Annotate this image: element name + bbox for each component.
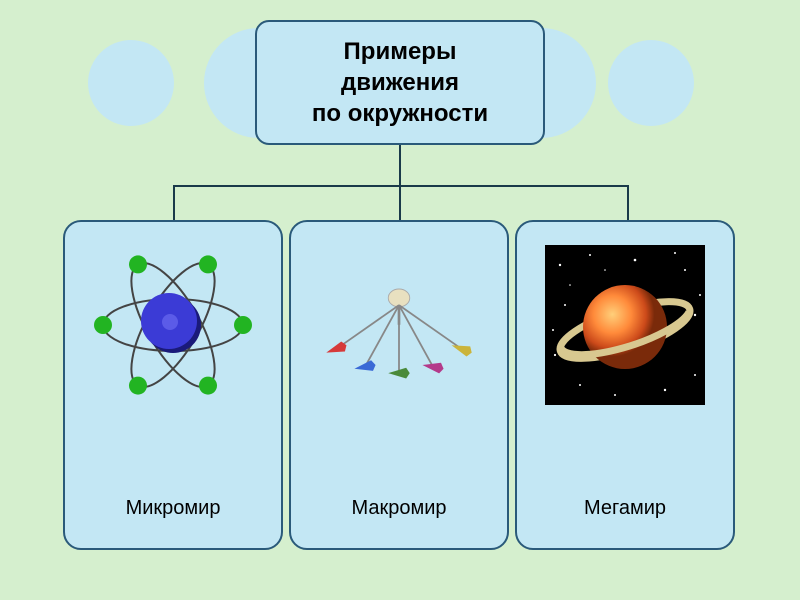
planet-icon <box>540 240 710 410</box>
connector-hbar <box>173 185 629 187</box>
title-line-3: по окружности <box>312 98 488 129</box>
atom-icon <box>88 240 258 410</box>
card-micro: Микромир <box>63 220 283 550</box>
connector-trunk <box>399 145 401 185</box>
title-line-2: движения <box>341 67 459 98</box>
card-mega: Мегамир <box>515 220 735 550</box>
bg-circle <box>608 40 694 126</box>
card-macro: Макромир <box>289 220 509 550</box>
connector-drop-2 <box>399 185 401 220</box>
carousel-icon <box>314 240 484 410</box>
title-line-1: Примеры <box>344 36 457 67</box>
card-macro-label: Макромир <box>351 497 446 520</box>
connector-drop-1 <box>173 185 175 220</box>
bg-circle <box>88 40 174 126</box>
title-box: Примеры движения по окружности <box>255 20 545 145</box>
card-micro-label: Микромир <box>126 497 221 520</box>
card-mega-label: Мегамир <box>584 497 666 520</box>
connector-drop-3 <box>627 185 629 220</box>
